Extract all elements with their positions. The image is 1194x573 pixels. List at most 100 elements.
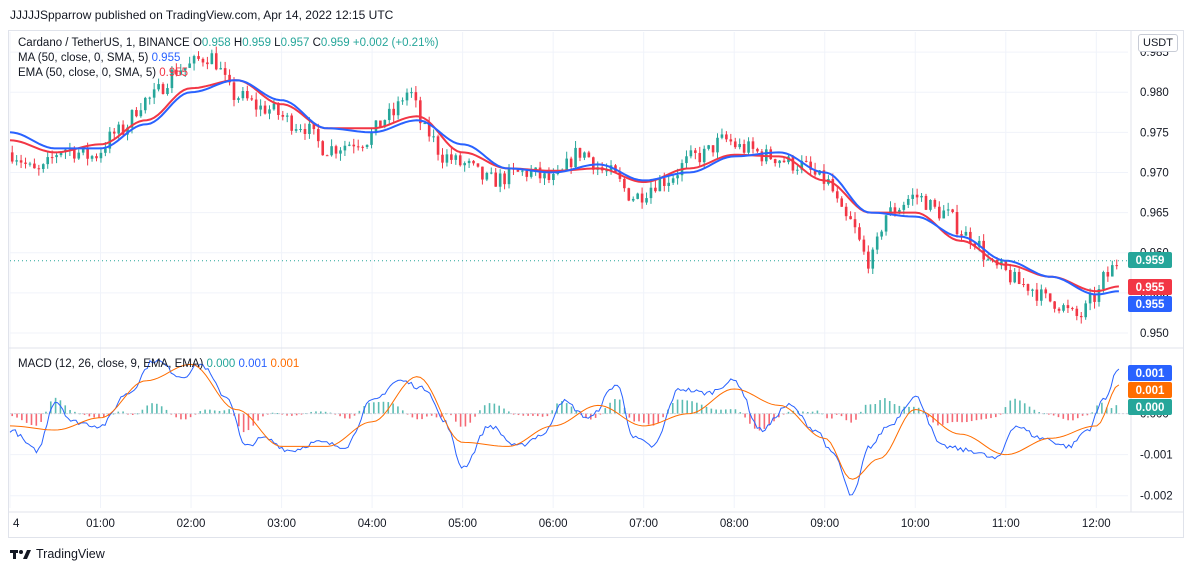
ma-badge-text: 0.955 bbox=[1136, 299, 1165, 311]
last-price-badge: 0.959 bbox=[1128, 252, 1172, 268]
candle-body bbox=[1057, 308, 1061, 311]
macd-label[interactable]: MACD (12, 26, close, 9, EMA, EMA) bbox=[18, 358, 204, 370]
candle-body bbox=[356, 146, 360, 148]
macd-histogram-bar bbox=[575, 410, 578, 414]
ema-badge-bg bbox=[1128, 279, 1172, 295]
macd-histogram-bar bbox=[946, 413, 949, 424]
macd-histogram-bar bbox=[373, 402, 375, 414]
macd-histogram-bar bbox=[768, 413, 770, 426]
macd-histogram-bar bbox=[643, 413, 645, 423]
candle-body bbox=[658, 178, 662, 192]
candle-body bbox=[445, 154, 449, 163]
candle-body bbox=[1084, 303, 1087, 318]
candle-body bbox=[547, 173, 551, 180]
candle-body bbox=[920, 195, 923, 198]
candle-body bbox=[10, 152, 14, 162]
macd-histogram-bar bbox=[1014, 398, 1016, 414]
candle-body bbox=[379, 120, 382, 127]
candle-body bbox=[1048, 293, 1052, 302]
candle-body bbox=[627, 188, 631, 201]
candle-body bbox=[316, 129, 320, 142]
macd-histogram-bar bbox=[951, 413, 954, 423]
macd-histogram-bar bbox=[141, 409, 144, 414]
ema-badge-text: 0.955 bbox=[1136, 282, 1165, 294]
macd-histogram-bar bbox=[994, 413, 997, 418]
macd-histogram-bar bbox=[112, 413, 115, 415]
candle-body bbox=[476, 163, 480, 167]
macd-histogram-bar bbox=[522, 413, 525, 416]
candle-body bbox=[15, 160, 18, 162]
price-tick-label: 0.950 bbox=[1140, 328, 1169, 340]
macd-histogram-bar bbox=[1115, 405, 1118, 414]
candle-body bbox=[1075, 308, 1079, 316]
macd-histogram-bar bbox=[1033, 409, 1036, 414]
macd-histogram-bar bbox=[474, 413, 476, 417]
footer-brand[interactable]: TradingView bbox=[10, 547, 105, 561]
candle-body bbox=[720, 134, 724, 138]
macd-histogram-bar bbox=[884, 398, 886, 414]
ema-label[interactable]: EMA (50, close, 0, SMA, 5) bbox=[18, 67, 157, 79]
chart-frame[interactable] bbox=[8, 30, 1184, 538]
candle-body bbox=[747, 141, 750, 153]
candle-body bbox=[152, 89, 156, 98]
candle-body bbox=[525, 170, 529, 177]
candle-body bbox=[24, 162, 27, 164]
macd-histogram-bar bbox=[633, 413, 635, 422]
x-tick-label: 07:00 bbox=[629, 518, 658, 530]
macd-histogram-bar bbox=[705, 406, 708, 414]
candle-body bbox=[702, 148, 706, 163]
macd-histogram-bar bbox=[898, 405, 901, 414]
candle-body bbox=[232, 82, 236, 100]
price-tick-label: 0.965 bbox=[1140, 208, 1169, 220]
candle-body bbox=[778, 160, 781, 164]
candle-body bbox=[454, 155, 458, 160]
candle-body bbox=[933, 199, 937, 207]
macd-histogram-bar bbox=[117, 411, 120, 414]
macd-histogram-bar bbox=[850, 413, 852, 423]
macd-histogram-bar bbox=[83, 413, 86, 415]
macd-histogram-bar bbox=[1101, 402, 1103, 414]
candle-body bbox=[1044, 289, 1048, 294]
candle-body bbox=[90, 156, 94, 159]
candle-body bbox=[769, 149, 773, 160]
macd-hist-badge-bg bbox=[1128, 399, 1172, 415]
macd-histogram-bar bbox=[242, 413, 245, 433]
candle-body bbox=[835, 191, 839, 199]
macd-histogram-bar bbox=[888, 400, 891, 414]
macd-histogram-bar bbox=[430, 413, 433, 416]
currency-selector[interactable]: USDT bbox=[1138, 34, 1178, 52]
macd-histogram-bar bbox=[59, 400, 62, 414]
candle-body bbox=[281, 115, 285, 117]
candle-body bbox=[738, 144, 741, 148]
ma-label[interactable]: MA (50, close, 0, SMA, 5) bbox=[18, 52, 149, 64]
macd-histogram-bar bbox=[103, 413, 105, 418]
macd-histogram-bar bbox=[411, 413, 414, 418]
candle-body bbox=[330, 146, 333, 156]
candle-body bbox=[592, 157, 595, 170]
macd-histogram-bar bbox=[160, 406, 163, 414]
candle-body bbox=[929, 199, 932, 210]
macd-histogram-bar bbox=[585, 413, 587, 419]
macd-histogram-bar bbox=[845, 413, 848, 421]
candle-body bbox=[126, 127, 129, 135]
ma-line bbox=[9, 79, 1119, 296]
candle-body bbox=[86, 147, 89, 159]
candle-body bbox=[481, 166, 484, 180]
macd-histogram-bar bbox=[638, 413, 640, 422]
macd-histogram-bar bbox=[671, 403, 674, 414]
symbol-label[interactable]: Cardano / TetherUS, 1, BINANCE bbox=[18, 37, 190, 49]
macd-histogram-bar bbox=[551, 410, 554, 414]
candle-body bbox=[414, 92, 418, 101]
macd-histogram-bar bbox=[131, 413, 134, 415]
candle-body bbox=[99, 152, 103, 159]
candle-body bbox=[915, 194, 919, 198]
candle-body bbox=[667, 182, 671, 186]
macd-histogram-bar bbox=[223, 410, 226, 414]
candle-body bbox=[831, 179, 835, 192]
macd-histogram-bar bbox=[647, 413, 650, 425]
macd-histogram-bar bbox=[175, 413, 177, 418]
candle-body bbox=[423, 123, 427, 125]
macd-pane bbox=[9, 359, 1128, 496]
candle-body bbox=[197, 56, 200, 59]
